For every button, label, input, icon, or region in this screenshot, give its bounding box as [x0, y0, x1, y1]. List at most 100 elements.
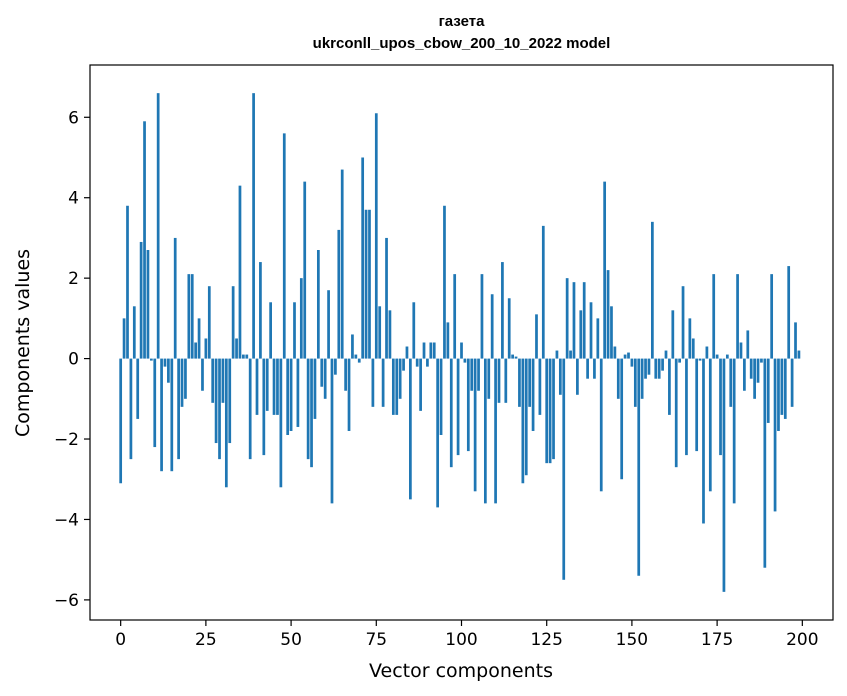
bar — [773, 358, 777, 512]
bar — [695, 358, 699, 452]
bar — [132, 306, 136, 359]
bar — [415, 358, 419, 367]
bar — [231, 286, 235, 359]
bar — [674, 358, 678, 468]
bar — [439, 358, 443, 435]
bar — [722, 358, 726, 592]
bar — [483, 358, 487, 504]
bar — [739, 342, 743, 359]
chart-title-line-2: ukrconll_upos_cbow_200_10_2022 model — [312, 35, 611, 52]
bar — [640, 358, 644, 399]
bar — [623, 354, 627, 359]
bar — [446, 322, 450, 359]
bar — [657, 358, 661, 379]
bar — [746, 330, 750, 359]
bar — [170, 358, 174, 472]
bar — [599, 358, 603, 492]
bar — [167, 358, 170, 383]
bar — [153, 358, 157, 448]
bar — [790, 358, 794, 407]
bar — [429, 342, 433, 359]
bar — [497, 358, 501, 403]
bar — [160, 358, 163, 472]
bar — [211, 358, 215, 403]
bar — [630, 358, 634, 367]
x-axis-ticks: 0 25 50 75 100 125 150 175 200 — [115, 620, 819, 650]
y-tick-label: −6 — [54, 591, 79, 611]
x-tick-label: 100 — [445, 630, 477, 650]
bar — [316, 250, 320, 359]
bar — [644, 358, 647, 379]
bar — [538, 358, 542, 415]
bar — [419, 358, 422, 411]
bar — [712, 274, 716, 359]
bar — [552, 358, 555, 460]
x-tick-label: 125 — [530, 630, 562, 650]
x-tick-label: 0 — [115, 630, 126, 650]
bar — [794, 322, 797, 359]
bar — [248, 358, 252, 460]
bar — [265, 358, 269, 411]
y-tick-label: 4 — [68, 189, 79, 209]
bar — [402, 358, 405, 371]
bar — [582, 282, 586, 359]
bar — [286, 358, 290, 435]
bar — [473, 358, 477, 492]
bar — [507, 298, 511, 359]
bar — [460, 342, 463, 359]
bar — [535, 314, 538, 359]
bar — [381, 358, 385, 407]
bar — [760, 358, 763, 363]
bar — [603, 181, 607, 359]
bar — [398, 358, 402, 399]
chart-title-line-1: газета — [438, 13, 485, 30]
bar — [453, 274, 457, 359]
bar — [201, 358, 204, 391]
bar — [282, 133, 286, 359]
bar — [470, 358, 474, 391]
bar — [558, 358, 562, 395]
bar — [272, 358, 276, 415]
bar — [395, 358, 399, 415]
x-axis-label: Vector components — [369, 660, 553, 682]
bar — [207, 286, 211, 359]
bar — [143, 121, 146, 359]
bar — [521, 358, 525, 484]
bar — [511, 354, 514, 359]
bar — [729, 358, 733, 407]
bar — [797, 350, 801, 359]
bar — [565, 278, 569, 359]
bar — [449, 358, 453, 468]
y-tick-label: −4 — [54, 510, 79, 530]
bar — [296, 358, 300, 427]
bar — [378, 306, 382, 359]
bar — [763, 358, 767, 568]
bar — [678, 358, 681, 363]
bar — [620, 358, 624, 480]
bar — [466, 358, 470, 452]
bar — [221, 358, 225, 403]
bar — [299, 278, 303, 359]
bar — [647, 358, 651, 375]
bar — [149, 358, 153, 361]
bar — [504, 358, 508, 403]
bar — [770, 274, 774, 359]
bar — [337, 229, 341, 359]
bar — [780, 358, 784, 415]
bar — [743, 358, 746, 391]
bar — [340, 169, 344, 359]
bar — [405, 346, 409, 359]
bar — [715, 354, 719, 359]
bar — [184, 358, 187, 399]
bar — [456, 358, 460, 456]
y-tick-label: 0 — [68, 350, 79, 370]
bar — [436, 358, 440, 508]
bar — [691, 338, 695, 359]
y-axis-ticks: −6 −4 −2 0 2 4 6 — [54, 108, 90, 611]
bar — [409, 358, 412, 500]
bar — [593, 358, 596, 379]
bar — [524, 358, 528, 476]
bar — [242, 354, 245, 359]
